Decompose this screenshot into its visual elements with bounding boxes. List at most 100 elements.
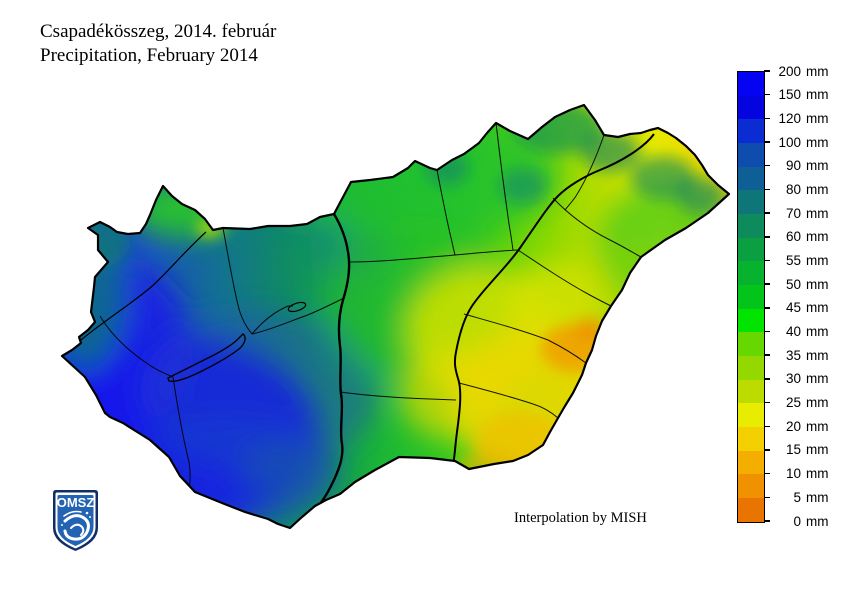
legend-label: 40 mm	[764, 323, 829, 341]
legend-value: 40	[785, 324, 801, 340]
legend-label: 10 mm	[764, 465, 829, 483]
legend-colorbar	[737, 71, 765, 523]
legend-unit: mm	[806, 134, 829, 150]
legend-unit: mm	[806, 300, 829, 316]
title-hungarian: Csapadékösszeg, 2014. február	[40, 21, 277, 42]
legend-unit: mm	[806, 252, 829, 268]
legend-label: 55 mm	[764, 251, 829, 269]
legend-unit: mm	[806, 347, 829, 363]
legend-tick	[764, 188, 770, 191]
legend-label: 20 mm	[764, 417, 829, 435]
legend-label: 30 mm	[764, 370, 829, 388]
legend-label: 45 mm	[764, 299, 829, 317]
legend-tick	[764, 93, 770, 96]
legend-tick	[764, 401, 770, 404]
legend-value: 120	[778, 110, 801, 126]
legend-unit: mm	[806, 371, 829, 387]
map-title: Csapadékösszeg, 2014. február Precipitat…	[40, 20, 276, 68]
legend-tick	[764, 141, 770, 143]
country-outline	[60, 103, 731, 530]
legend-label: 0 mm	[764, 512, 829, 530]
legend-label: 80 mm	[764, 180, 829, 198]
legend-value: 200	[778, 63, 801, 79]
legend-segment	[738, 356, 764, 380]
legend-value: 80	[785, 181, 801, 197]
legend-value: 15	[785, 442, 801, 458]
legend-segment	[738, 237, 764, 262]
legend-label: 150 mm	[764, 86, 829, 104]
legend-unit: mm	[806, 324, 829, 340]
legend-tick	[764, 283, 770, 285]
legend-tick	[764, 496, 770, 499]
precipitation-legend: 200 mm 150 mm 120 mm 100 mm 90 mm 80 mm 70 mm 60 mm 55 mm…	[737, 64, 829, 529]
legend-segment	[738, 190, 764, 215]
legend-segment	[738, 450, 764, 475]
tisza-river	[452, 133, 655, 465]
legend-tick	[764, 472, 770, 475]
legend-segment	[738, 119, 764, 144]
legend-unit: mm	[806, 87, 829, 103]
legend-segment	[738, 143, 764, 167]
legend-tick	[764, 164, 770, 167]
legend-segment	[738, 379, 764, 404]
legend-tick	[764, 520, 770, 522]
legend-unit: mm	[806, 489, 829, 505]
legend-segment	[738, 474, 764, 499]
legend-unit: mm	[806, 229, 829, 245]
legend-tick	[764, 378, 770, 380]
legend-label: 5 mm	[764, 488, 829, 506]
legend-tick	[764, 449, 770, 451]
interpolation-note: Interpolation by MISH	[514, 510, 647, 526]
legend-unit: mm	[806, 63, 829, 79]
county-boundaries	[99, 122, 642, 495]
legend-value: 0	[793, 513, 801, 529]
logo-text: OMSZ	[57, 495, 95, 510]
legend-value: 150	[778, 87, 801, 103]
legend-value: 10	[785, 466, 801, 482]
legend-value: 30	[785, 371, 801, 387]
legend-value: 20	[785, 418, 801, 434]
legend-tick	[764, 117, 770, 120]
legend-unit: mm	[806, 418, 829, 434]
legend-value: 35	[785, 347, 801, 363]
legend-tick	[764, 425, 770, 427]
legend-value: 45	[785, 300, 801, 316]
legend-unit: mm	[806, 158, 829, 174]
legend-unit: mm	[806, 205, 829, 221]
legend-segment	[738, 261, 764, 286]
legend-label: 15 mm	[764, 441, 829, 459]
legend-label: 90 mm	[764, 157, 829, 175]
title-english: Precipitation, February 2014	[40, 45, 258, 66]
legend-tick	[764, 70, 770, 72]
legend-tick	[764, 354, 770, 356]
legend-label: 25 mm	[764, 394, 829, 412]
precipitation-field	[62, 105, 729, 528]
legend-tick	[764, 307, 770, 309]
lake-velence	[287, 301, 307, 313]
raba-river	[80, 231, 207, 341]
legend-segment	[738, 308, 764, 333]
legend-tick	[764, 212, 770, 214]
legend-value: 50	[785, 276, 801, 292]
omsz-logo: OMSZ	[53, 490, 98, 551]
legend-label: 120 mm	[764, 109, 829, 127]
legend-segment	[738, 498, 764, 522]
legend-tick	[764, 330, 770, 333]
danube-river	[319, 213, 351, 505]
legend-tick	[764, 259, 770, 262]
lake-balaton	[167, 333, 246, 383]
legend-segment	[738, 72, 764, 96]
legend-segment	[738, 332, 764, 357]
legend-label: 35 mm	[764, 346, 829, 364]
legend-value: 60	[785, 229, 801, 245]
legend-label: 60 mm	[764, 228, 829, 246]
legend-unit: mm	[806, 513, 829, 529]
legend-unit: mm	[806, 110, 829, 126]
legend-segment	[738, 95, 764, 120]
legend-unit: mm	[806, 181, 829, 197]
legend-unit: mm	[806, 466, 829, 482]
legend-value: 90	[785, 158, 801, 174]
legend-value: 70	[785, 205, 801, 221]
